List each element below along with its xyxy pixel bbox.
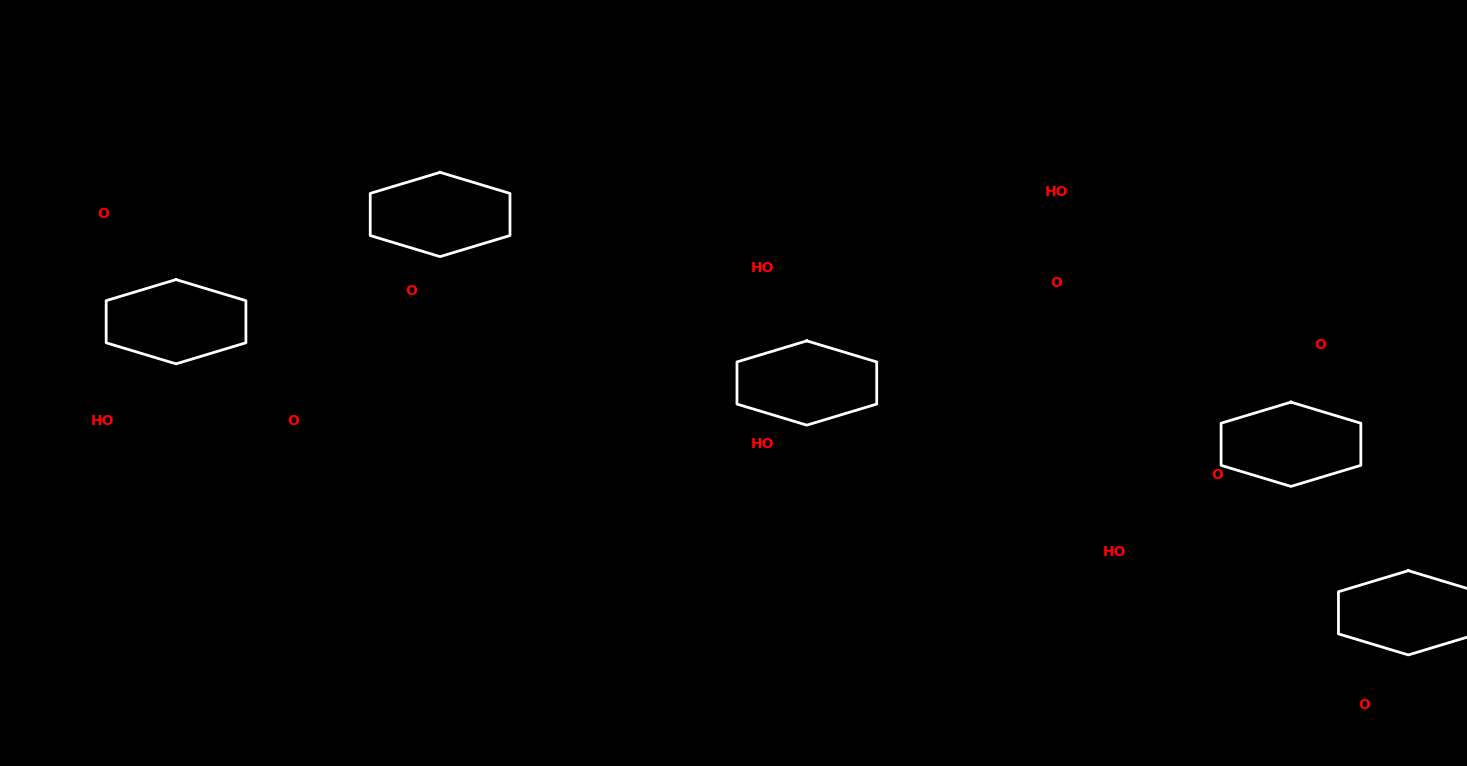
Text: O: O [1314, 338, 1326, 352]
Text: HO: HO [1103, 545, 1127, 558]
Text: O: O [1212, 468, 1223, 482]
Text: HO: HO [751, 261, 775, 275]
Text: O: O [1358, 698, 1370, 712]
Text: O: O [405, 284, 417, 298]
Text: O: O [288, 414, 299, 428]
Text: HO: HO [751, 437, 775, 451]
Text: HO: HO [1045, 185, 1068, 198]
Text: HO: HO [91, 414, 114, 428]
Text: O: O [1050, 277, 1062, 290]
Text: O: O [97, 208, 109, 221]
